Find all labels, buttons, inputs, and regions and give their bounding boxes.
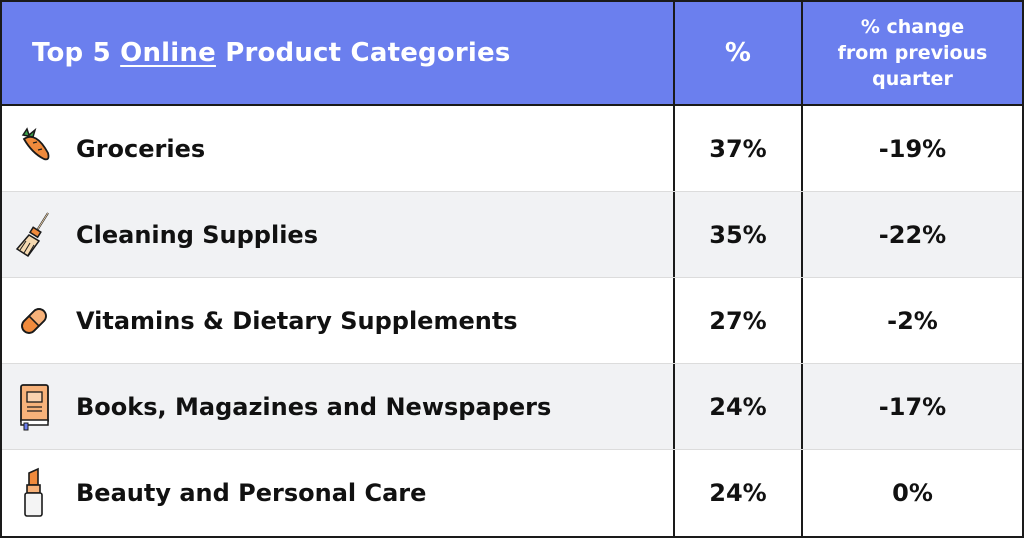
header-change-line: from previous xyxy=(837,42,988,64)
pill-capsule-icon xyxy=(12,293,56,349)
header-change-label: % change from previous quarter xyxy=(838,14,988,92)
change-cell: -19% xyxy=(803,106,1022,191)
category-label: Beauty and Personal Care xyxy=(76,479,427,507)
table-header: Top 5 Online Product Categories % % chan… xyxy=(2,2,1022,106)
category-cell: Groceries xyxy=(2,106,675,191)
category-cell: Beauty and Personal Care xyxy=(2,450,675,536)
header-change-line: % change xyxy=(860,16,965,38)
title-suffix: Product Categories xyxy=(215,38,511,68)
category-cell: Vitamins & Dietary Supplements xyxy=(2,278,675,363)
change-value: 0% xyxy=(892,479,933,507)
pct-cell: 37% xyxy=(675,106,803,191)
header-pct-cell: % xyxy=(675,2,803,104)
table-row: Groceries 37% -19% xyxy=(2,106,1022,192)
pct-cell: 24% xyxy=(675,450,803,536)
table-title: Top 5 Online Product Categories xyxy=(32,38,511,68)
title-underlined-word: Online xyxy=(120,38,216,68)
category-cell: Cleaning Supplies xyxy=(2,192,675,277)
table-row: Books, Magazines and Newspapers 24% -17% xyxy=(2,364,1022,450)
header-pct-label: % xyxy=(724,38,752,68)
lipstick-icon xyxy=(12,465,56,521)
change-value: -17% xyxy=(878,392,947,421)
pct-cell: 24% xyxy=(675,364,803,449)
pct-value: 24% xyxy=(709,392,767,421)
change-cell: -2% xyxy=(803,278,1022,363)
broom-icon xyxy=(12,207,56,263)
category-cell: Books, Magazines and Newspapers xyxy=(2,364,675,449)
pct-value: 37% xyxy=(709,134,767,163)
title-prefix: Top 5 xyxy=(32,38,121,68)
pct-value: 24% xyxy=(709,479,767,507)
table-row: Cleaning Supplies 35% -22% xyxy=(2,192,1022,278)
table-row: Beauty and Personal Care 24% 0% xyxy=(2,450,1022,536)
header-change-cell: % change from previous quarter xyxy=(803,2,1022,104)
change-value: -22% xyxy=(878,220,947,249)
pct-value: 35% xyxy=(709,220,767,249)
pct-cell: 27% xyxy=(675,278,803,363)
change-cell: -17% xyxy=(803,364,1022,449)
carrot-icon xyxy=(12,121,56,177)
pct-cell: 35% xyxy=(675,192,803,277)
header-title-cell: Top 5 Online Product Categories xyxy=(2,2,675,104)
table-row: Vitamins & Dietary Supplements 27% -2% xyxy=(2,278,1022,364)
category-label: Cleaning Supplies xyxy=(76,220,318,249)
change-value: -19% xyxy=(878,134,947,163)
category-label: Books, Magazines and Newspapers xyxy=(76,392,552,421)
change-cell: 0% xyxy=(803,450,1022,536)
change-cell: -22% xyxy=(803,192,1022,277)
pct-value: 27% xyxy=(709,306,767,335)
category-label: Groceries xyxy=(76,134,206,163)
header-change-line: quarter xyxy=(872,68,953,90)
book-icon xyxy=(12,379,56,435)
category-label: Vitamins & Dietary Supplements xyxy=(76,306,518,335)
change-value: -2% xyxy=(887,306,938,335)
